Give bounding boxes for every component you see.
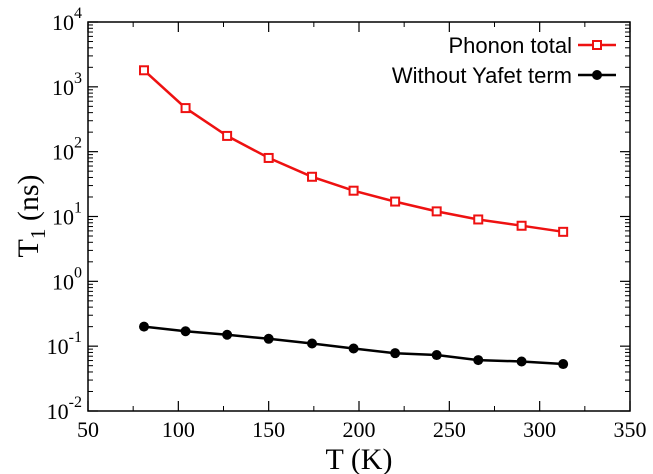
y-tick-label: 10-1 — [47, 329, 82, 359]
y-tick-label: 102 — [52, 135, 82, 165]
y-axis-title-main: T — [12, 239, 45, 257]
x-tick-label: 300 — [523, 417, 556, 442]
y-tick-label: 104 — [52, 5, 82, 35]
data-point — [433, 207, 441, 215]
x-tick-label: 100 — [162, 417, 195, 442]
data-point — [222, 330, 232, 340]
x-tick-label: 250 — [433, 417, 466, 442]
data-point — [308, 173, 316, 181]
data-point — [474, 215, 482, 223]
x-tick-label: 350 — [614, 417, 647, 442]
data-point — [350, 187, 358, 195]
data-point — [307, 338, 317, 348]
data-point — [182, 104, 190, 112]
legend-marker — [592, 70, 602, 80]
legend-label: Phonon total — [448, 33, 572, 58]
series-line — [144, 70, 563, 232]
x-tick-label: 150 — [252, 417, 285, 442]
legend: Phonon total Without Yafet term — [392, 33, 616, 88]
series-2 — [139, 322, 568, 369]
data-point — [223, 132, 231, 140]
x-tick-label: 200 — [343, 417, 376, 442]
series-1 — [140, 66, 567, 236]
data-point — [140, 66, 148, 74]
series-layer — [139, 66, 568, 369]
data-point — [181, 326, 191, 336]
y-tick-label: 103 — [52, 70, 82, 100]
data-point — [265, 154, 273, 162]
data-point — [391, 198, 399, 206]
x-tick-label: 50 — [77, 417, 99, 442]
data-point — [139, 322, 149, 332]
svg-text:T1 (ns): T1 (ns) — [12, 175, 50, 258]
x-axis-title: T (K) — [326, 443, 393, 474]
x-tick-labels: 50 100 150 200 250 300 350 — [77, 417, 647, 442]
y-tick-label: 101 — [52, 200, 82, 230]
legend-item: Without Yafet term — [392, 63, 616, 88]
y-tick-label: 100 — [52, 264, 82, 294]
data-point — [559, 228, 567, 236]
data-point — [432, 350, 442, 360]
data-point — [518, 222, 526, 230]
data-point — [390, 348, 400, 358]
legend-label: Without Yafet term — [392, 63, 572, 88]
data-point — [349, 344, 359, 354]
data-point — [264, 334, 274, 344]
data-point — [558, 359, 568, 369]
legend-item: Phonon total — [448, 33, 616, 58]
data-point — [473, 355, 483, 365]
data-point — [517, 357, 527, 367]
y-axis-title: T1 (ns) — [12, 175, 50, 258]
y-axis-title-sub: 1 — [26, 229, 50, 240]
legend-marker — [593, 41, 601, 49]
y-axis-title-rest: (ns) — [12, 175, 45, 229]
